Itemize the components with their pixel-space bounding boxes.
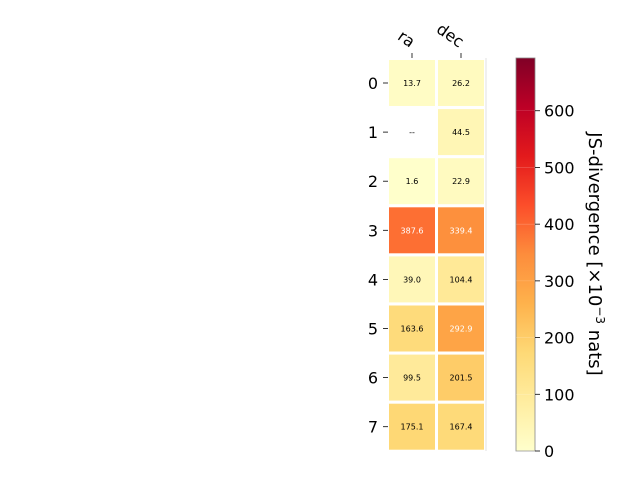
heatmap-cell [438,207,484,254]
cell-value-label: 167.4 [450,423,473,432]
cell-value-label: 104.4 [450,275,473,284]
heatmap-cell [438,109,484,156]
heatmap-cell [389,403,435,450]
cell-value-label: 163.6 [401,325,424,334]
heatmap-cell [438,60,484,106]
heatmap-cell [438,256,484,303]
row-label: 0 [368,74,378,93]
heatmap-cell [438,158,484,205]
column-labels: ra dec [394,19,468,58]
row-label: 5 [368,320,378,339]
colorbar-tick-label: 100 [544,385,575,404]
row-label: 2 [368,172,378,191]
row-label: 7 [368,418,378,437]
colorbar-tick-label: 400 [544,215,575,234]
cell-value-label: 175.1 [401,423,424,432]
column-label: ra [394,26,418,51]
heatmap-cell [389,305,435,352]
cell-value-label: 13.7 [403,79,421,88]
cell-value-label: 1.6 [406,177,419,186]
heatmap-cell [389,256,435,303]
cell-value-label: 292.9 [450,325,473,334]
row-label: 6 [368,369,378,388]
colorbar-tick-label: 600 [544,102,575,121]
colorbar-tick-label: 500 [544,158,575,177]
heatmap-cell [389,207,435,254]
cell-value-label: 22.9 [452,177,470,186]
colorbar-tick-label: 200 [544,329,575,348]
row-label: 1 [368,123,378,142]
colorbar: 0 100 200 300 400 500 600 JS-divergence [×10−3… [515,57,607,461]
cell-value-label: 339.4 [450,226,473,235]
row-label: 4 [368,270,378,289]
colorbar-ticks: 0 100 200 300 400 500 600 [516,102,575,461]
heatmap-cell [438,305,484,352]
heatmap-cell [438,354,484,401]
colorbar-tick-label: 300 [544,272,575,291]
heatmap-cell [438,403,484,450]
colorbar-tick-label: 0 [544,442,554,461]
colorbar-label: JS-divergence [×10−3 nats] [584,131,607,375]
heatmap-cell [389,60,435,106]
cell-value-label: 99.5 [403,374,421,383]
row-label: 3 [368,221,378,240]
heatmap-cell [389,158,435,205]
cell-value-label: 39.0 [403,275,421,284]
column-label: dec [433,19,467,51]
heatmap-cell [389,354,435,401]
row-labels: 0 1 2 3 4 5 6 7 [368,74,388,437]
cell-value-label: 387.6 [401,226,424,235]
cell-value-label: -- [409,128,415,137]
cell-value-label: 201.5 [450,374,473,383]
cell-value-label: 44.5 [452,128,470,137]
colorbar-gradient [515,57,536,452]
heatmap-cells: 13.7 26.2 -- 44.5 1.6 22.9 387.6 339.4 39.0 104.4… [389,58,487,451]
cell-value-label: 26.2 [452,79,470,88]
